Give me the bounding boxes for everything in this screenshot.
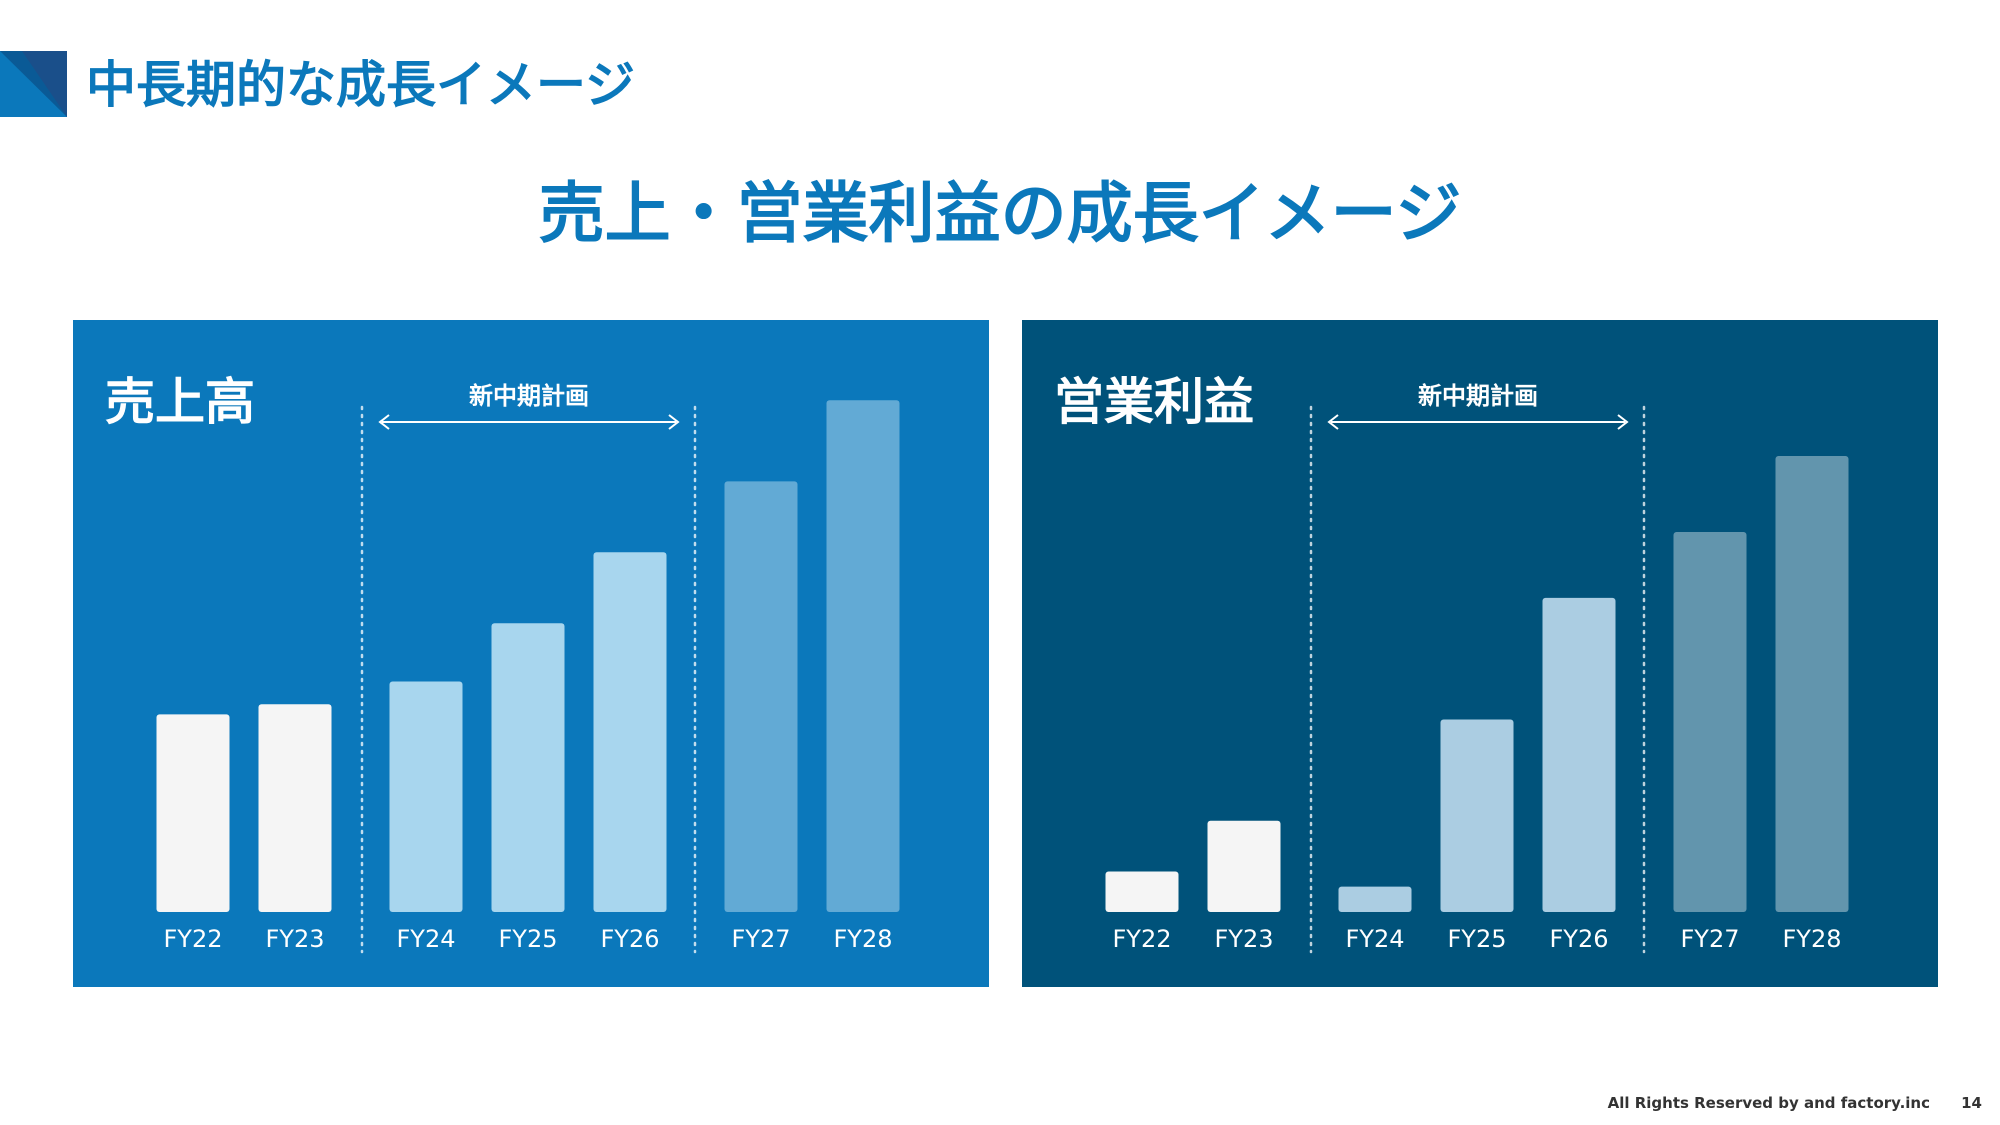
tick-label-fy24: FY24 <box>1345 925 1404 953</box>
bar-fy22 <box>156 714 230 912</box>
sales-chart-title: 売上高 <box>105 373 255 431</box>
bar-fy25 <box>491 623 565 912</box>
tick-label-fy22: FY22 <box>1112 925 1171 953</box>
tick-label-fy28: FY28 <box>1782 925 1841 953</box>
profit-chart-panel: 営業利益 FY22 FY23 FY24 FY25 FY26 FY27 FY28 新中期計画 <box>1022 320 1938 987</box>
plan-arrow-right-head <box>1617 414 1629 430</box>
bar-fy27 <box>724 481 798 912</box>
tick-label-fy28: FY28 <box>833 925 892 953</box>
tick-label-fy24: FY24 <box>396 925 455 953</box>
plan-arrow-left-head <box>378 414 390 430</box>
tick-label-fy25: FY25 <box>498 925 557 953</box>
plan-period-label: 新中期計画 <box>469 382 589 410</box>
sales-chart: FY22 FY23 FY24 FY25 FY26 FY27 FY28 新中期計画 <box>156 382 900 954</box>
bar-fy23 <box>1207 820 1281 912</box>
corner-mark-icon <box>0 51 67 117</box>
bar-fy22 <box>1105 871 1179 912</box>
bar-fy24 <box>389 681 463 912</box>
main-title: 売上・営業利益の成長イメージ <box>538 175 1462 252</box>
tick-label-fy27: FY27 <box>1680 925 1739 953</box>
tick-label-fy23: FY23 <box>1214 925 1273 953</box>
section-title: 中長期的な成長イメージ <box>86 56 635 114</box>
tick-label-fy26: FY26 <box>1549 925 1608 953</box>
footer-copyright: All Rights Reserved by and factory.inc <box>1607 1094 1930 1112</box>
plan-arrow-left-head <box>1327 414 1339 430</box>
bar-fy26 <box>1542 597 1616 912</box>
bar-fy27 <box>1673 532 1747 912</box>
tick-label-fy25: FY25 <box>1447 925 1506 953</box>
profit-chart-title: 営業利益 <box>1054 373 1254 431</box>
bar-fy25 <box>1440 719 1514 912</box>
tick-label-fy26: FY26 <box>600 925 659 953</box>
tick-label-fy23: FY23 <box>265 925 324 953</box>
tick-label-fy27: FY27 <box>731 925 790 953</box>
profit-chart: FY22 FY23 FY24 FY25 FY26 FY27 FY28 新中期計画 <box>1105 382 1849 954</box>
footer-page-number: 14 <box>1961 1094 1982 1112</box>
bar-fy24 <box>1338 886 1412 912</box>
sales-chart-panel: 売上高 FY22 FY23 FY24 FY25 FY26 FY27 FY28 新中期計画 <box>73 320 989 987</box>
bar-fy26 <box>593 552 667 912</box>
plan-arrow-right-head <box>668 414 680 430</box>
plan-period-label: 新中期計画 <box>1418 382 1538 410</box>
bar-fy28 <box>826 400 900 912</box>
tick-label-fy22: FY22 <box>163 925 222 953</box>
bar-fy23 <box>258 704 332 912</box>
bar-fy28 <box>1775 456 1849 912</box>
